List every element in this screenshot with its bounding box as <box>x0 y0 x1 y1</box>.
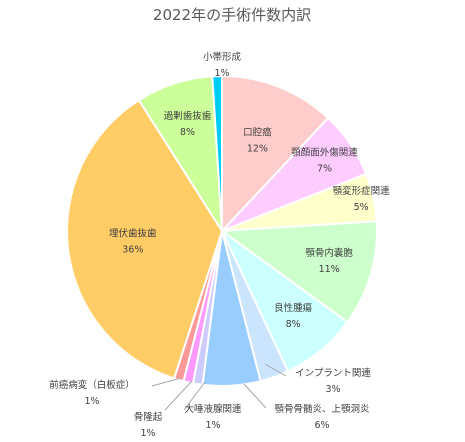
slice-value-label: 1% <box>214 68 229 79</box>
pie-slice <box>66 98 224 380</box>
pie-slice <box>219 220 378 324</box>
slice-value-label: 1% <box>84 396 99 407</box>
slice-category-label: 埋伏歯抜歯 <box>109 227 157 239</box>
slice-value-label: 6% <box>314 420 329 431</box>
slice-value-label: 12% <box>247 144 268 155</box>
slice-category-label: 小帯形成 <box>203 51 242 63</box>
leader-line <box>164 380 193 411</box>
slice-category-label: 顎変形症関連 <box>333 185 391 197</box>
pie-slice <box>211 74 223 232</box>
leader-lines <box>151 363 287 411</box>
slice-category-label: 前癌病変（白板症） <box>49 379 135 391</box>
slice-category-label: インプラント関連 <box>295 367 371 379</box>
slice-category-label: 骨隆起 <box>134 411 163 423</box>
slice-value-label: 8% <box>180 127 195 138</box>
pie-slices <box>66 74 378 387</box>
chart-title: 2022年の手術件数内訳 <box>153 6 311 24</box>
slice-category-label: 良性腫瘍 <box>274 302 313 314</box>
slice-value-label: 5% <box>354 202 369 213</box>
slice-category-label: 顎骨骨髄炎、上顎洞炎 <box>274 403 370 415</box>
slice-value-label: 8% <box>286 319 301 330</box>
slice-category-label: 大唾液腺関連 <box>184 403 242 415</box>
slice-category-label: 顎顔面外傷関連 <box>291 146 358 158</box>
slice-category-label: 顎骨内嚢胞 <box>305 247 353 259</box>
leader-line <box>151 377 182 387</box>
slice-value-label: 36% <box>122 244 143 255</box>
slice-value-label: 3% <box>325 384 340 395</box>
pie-slice <box>221 74 330 234</box>
leader-line <box>243 383 267 409</box>
slice-value-label: 1% <box>140 428 155 439</box>
slice-value-label: 1% <box>205 420 220 431</box>
slice-value-label: 7% <box>317 163 332 174</box>
slice-category-label: 過剰歯抜歯 <box>164 110 212 122</box>
leader-line <box>264 363 287 377</box>
slice-category-label: 口腔癌 <box>243 127 272 139</box>
leader-line <box>183 381 206 411</box>
slice-value-label: 11% <box>319 264 340 275</box>
data-labels: 口腔癌 12% 顎顔面外傷関連 7%顎変形症関連 5% 顎骨内嚢胞 11% 良性腫瘍 8% インプ… <box>49 51 390 439</box>
